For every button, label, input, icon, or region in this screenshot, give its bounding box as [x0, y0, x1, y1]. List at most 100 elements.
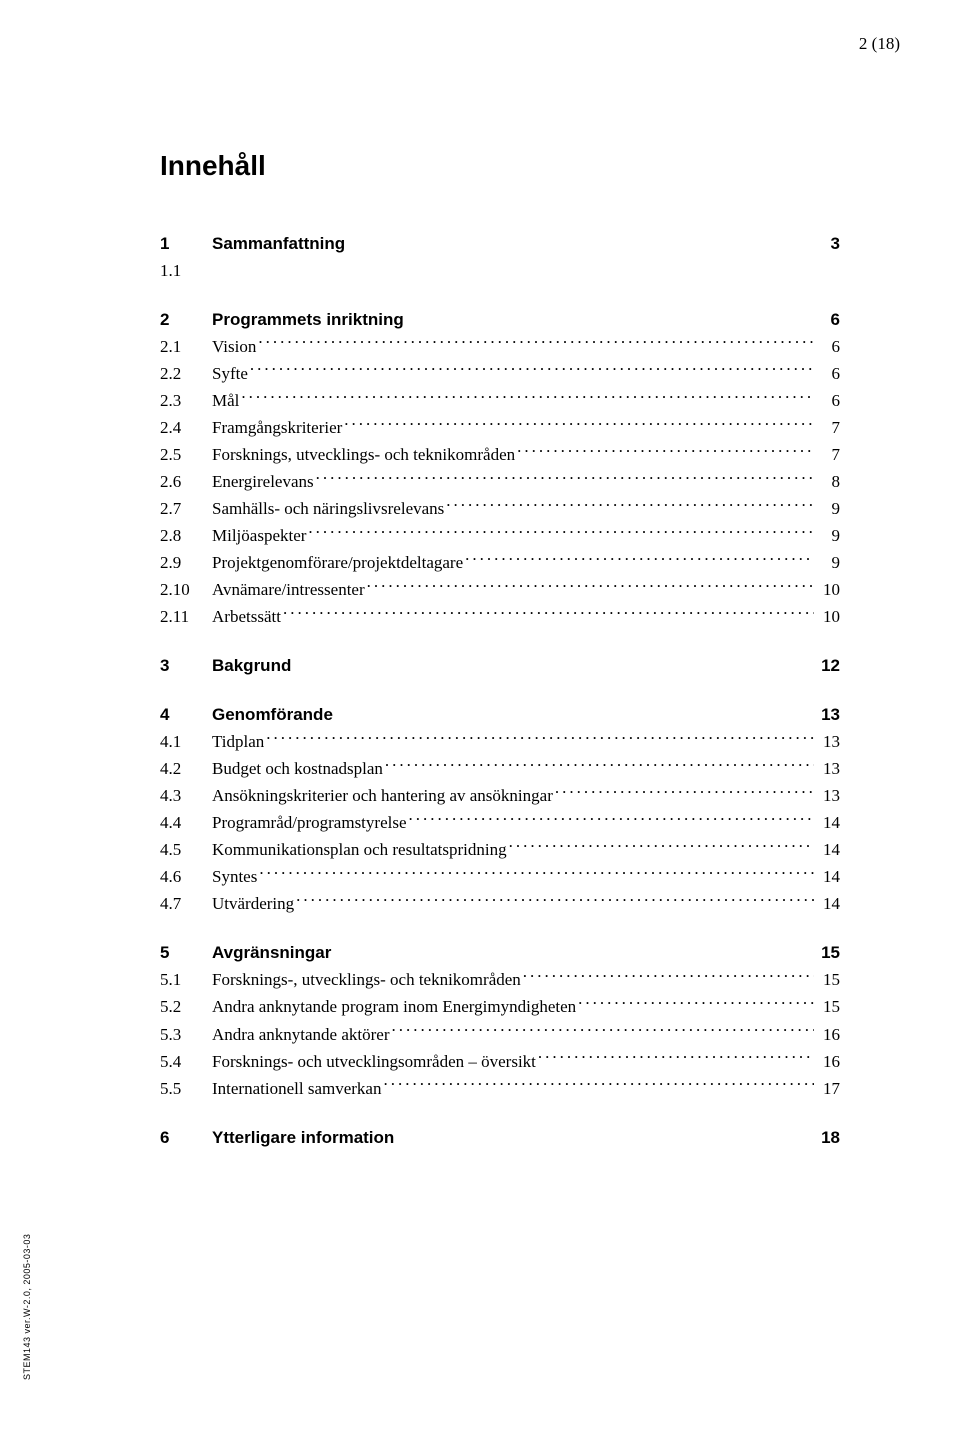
toc-leader: [383, 1075, 814, 1094]
toc-item-row: 4.3Ansökningskriterier och hantering av …: [160, 783, 840, 810]
toc-item-label: Tidplan: [212, 729, 264, 755]
toc-item-number: 2.9: [160, 550, 212, 576]
toc-item-page: 14: [816, 891, 840, 917]
toc-item-number: 2.10: [160, 577, 212, 603]
side-meta-text: STEM143 ver.W-2.0, 2005-03-03: [22, 1234, 32, 1380]
toc-item-number: 1.1: [160, 258, 212, 284]
toc-item-label: Kommunikationsplan och resultatspridning: [212, 837, 507, 863]
toc-item-label: Programråd/programstyrelse: [212, 810, 407, 836]
toc-item-label: Framgångskriterier: [212, 415, 342, 441]
toc-section: 5Avgränsningar155.1Forsknings-, utveckli…: [160, 940, 840, 1102]
toc-heading-page: 13: [816, 702, 840, 728]
toc-item-row: 4.5Kommunikationsplan och resultatspridn…: [160, 837, 840, 864]
toc-item-label: Energirelevans: [212, 469, 314, 495]
toc-heading-row: 1Sammanfattning3: [160, 230, 840, 257]
toc-section: 4Genomförande134.1Tidplan134.2Budget och…: [160, 701, 840, 917]
toc-leader: [391, 1021, 814, 1040]
toc-item-row: 5.5Internationell samverkan17: [160, 1075, 840, 1102]
toc-leader: [241, 387, 814, 406]
toc-heading-number: 5: [160, 940, 212, 966]
toc-item-page: 17: [816, 1076, 840, 1102]
toc-section: 3Bakgrund12: [160, 652, 840, 679]
toc-heading-row: 2Programmets inriktning6: [160, 306, 840, 333]
toc-item-label: Forsknings-, utvecklings- och teknikområ…: [212, 967, 521, 993]
toc-body: 1Sammanfattning31.1 2Programmets inriktni…: [160, 230, 840, 1151]
toc-item-page: 9: [816, 550, 840, 576]
toc-item-number: 4.7: [160, 891, 212, 917]
toc-leader: [308, 522, 814, 541]
toc-heading-number: 4: [160, 702, 212, 728]
toc-leader: [385, 756, 814, 775]
toc-leader: [396, 1124, 814, 1143]
toc-title: Innehåll: [160, 150, 840, 182]
toc-leader: [509, 837, 814, 856]
toc-heading-label: Genomförande: [212, 702, 333, 728]
toc-item-page: 13: [816, 756, 840, 782]
toc-leader: [523, 967, 814, 986]
toc-section: 6Ytterligare information18: [160, 1124, 840, 1151]
toc-item-page: 15: [816, 994, 840, 1020]
toc-item-row: 2.11Arbetssätt10: [160, 603, 840, 630]
toc-heading-page: 12: [816, 653, 840, 679]
toc-heading-label: Bakgrund: [212, 653, 291, 679]
toc-item-label: Miljöaspekter: [212, 523, 306, 549]
toc-item-label: Mål: [212, 388, 239, 414]
toc-leader: [517, 441, 814, 460]
toc-item-page: 9: [816, 523, 840, 549]
toc-heading-page: 18: [816, 1125, 840, 1151]
toc-item-row: 2.6Energirelevans 8: [160, 468, 840, 495]
toc-leader: [258, 333, 814, 352]
toc-item-row: 5.3Andra anknytande aktörer16: [160, 1021, 840, 1048]
toc-item-row: 2.5Forsknings, utvecklings- och teknikom…: [160, 441, 840, 468]
toc-item-label: Arbetssätt: [212, 604, 281, 630]
toc-item-page: 13: [816, 729, 840, 755]
toc-leader: [578, 994, 814, 1013]
toc-item-number: 2.6: [160, 469, 212, 495]
toc-leader: [293, 652, 814, 671]
toc-item-label: Projektgenomförare/projektdeltagare: [212, 550, 463, 576]
toc-item-label: Utvärdering: [212, 891, 294, 917]
toc-item-label: Syfte: [212, 361, 248, 387]
toc-heading-row: 6Ytterligare information18: [160, 1124, 840, 1151]
toc-item-number: 2.7: [160, 496, 212, 522]
toc-item-number: 2.8: [160, 523, 212, 549]
toc-item-page: 15: [816, 967, 840, 993]
toc-heading-label: Avgränsningar: [212, 940, 331, 966]
toc-item-number: 5.5: [160, 1076, 212, 1102]
toc-heading-number: 6: [160, 1125, 212, 1151]
toc-leader: [465, 549, 814, 568]
toc-leader: [335, 701, 814, 720]
toc-item-page: 14: [816, 864, 840, 890]
toc-item-label: Andra anknytande program inom Energimynd…: [212, 994, 576, 1020]
toc-leader: [409, 810, 815, 829]
toc-item-number: 5.2: [160, 994, 212, 1020]
toc-item-row: 2.9Projektgenomförare/projektdeltagare 9: [160, 549, 840, 576]
toc-heading-row: 3Bakgrund12: [160, 652, 840, 679]
toc-heading-row: 5Avgränsningar15: [160, 940, 840, 967]
toc-heading-page: 3: [816, 231, 840, 257]
toc-item-page: 14: [816, 810, 840, 836]
toc-heading-number: 2: [160, 307, 212, 333]
toc-heading-number: 1: [160, 231, 212, 257]
toc-item-row: 5.2Andra anknytande program inom Energim…: [160, 994, 840, 1021]
toc-leader: [250, 360, 814, 379]
toc-section: 1Sammanfattning31.1: [160, 230, 840, 284]
toc-item-row: 4.7Utvärdering 14: [160, 891, 840, 918]
toc-item-row: 4.6Syntes14: [160, 864, 840, 891]
toc-leader: [555, 783, 814, 802]
toc-leader: [538, 1048, 814, 1067]
toc-item-label: Avnämare/intressenter: [212, 577, 365, 603]
toc-item-page: 7: [816, 415, 840, 441]
toc-item-number: 2.5: [160, 442, 212, 468]
toc-item-row: 1.1: [160, 257, 840, 284]
toc-leader: [367, 576, 814, 595]
toc-item-label: Samhälls- och näringslivsrelevans: [212, 496, 444, 522]
toc-item-page: 8: [816, 469, 840, 495]
toc-item-label: Syntes: [212, 864, 257, 890]
toc-leader: [296, 891, 814, 910]
toc-item-row: 5.4Forsknings- och utvecklingsområden – …: [160, 1048, 840, 1075]
toc-item-row: 2.10Avnämare/intressenter10: [160, 576, 840, 603]
toc-leader: [344, 414, 814, 433]
toc-leader: [316, 468, 814, 487]
toc-section: 2Programmets inriktning62.1Vision62.2Syf…: [160, 306, 840, 630]
